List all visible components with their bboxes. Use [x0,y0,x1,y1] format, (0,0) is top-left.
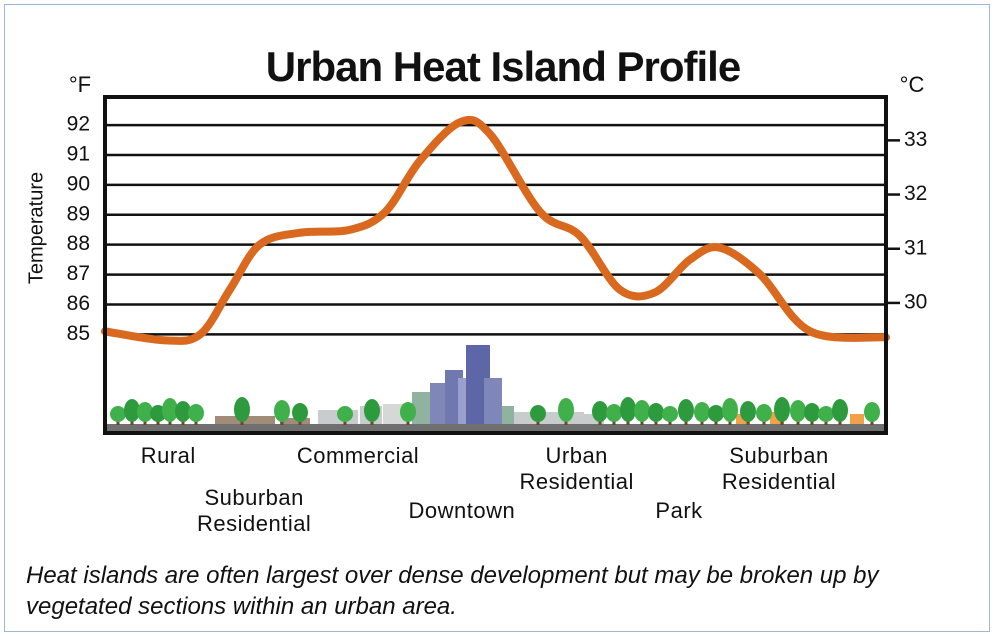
tree-crown [634,400,650,422]
tree-crown [722,398,738,422]
temperature-line [105,120,886,341]
tree-crown [110,406,126,422]
tree-crown [832,399,848,422]
y2-unit: °C [900,72,925,97]
plot [105,120,886,341]
y2-tick-label: 33 [904,128,927,151]
tree-crown [364,399,380,422]
tree-crown [694,402,710,422]
y-tick-label: 86 [67,292,90,315]
tree-crown [188,404,204,422]
tree-crown [774,397,790,422]
y-unit: °F [69,72,91,97]
tree-crown [292,403,308,422]
tree-crown [592,401,608,422]
zone-label: Urban Residential [512,443,642,495]
building [850,414,864,424]
y2-tick-label: 30 [904,290,927,313]
tree-crown [662,406,678,422]
building [502,406,514,424]
tree-crown [606,404,622,422]
building [484,378,502,424]
y-tick-label: 90 [67,172,90,195]
tree-crown [530,405,546,422]
chart-title: Urban Heat Island Profile [266,43,740,90]
tree-crown [620,397,636,422]
chart: Urban Heat Island Profile °F °C Temperat… [0,0,996,638]
tree-crown [740,401,756,422]
caption: Heat islands are often largest over dens… [26,560,976,622]
zone-label: Commercial [293,443,423,469]
zone-label: Rural [103,443,233,469]
y-tick-label: 92 [67,113,90,136]
tree-crown [756,404,772,422]
zone-label: Suburban Residential [714,443,844,495]
y2-tick-label: 32 [904,182,927,205]
y-tick-label: 89 [67,202,90,225]
tree-crown [790,400,806,422]
tree-crown [234,397,250,422]
tree-crown [804,403,820,422]
y-tick-label: 85 [67,322,90,345]
tree-crown [400,402,416,422]
tree-crown [678,399,694,422]
scenery [105,345,886,433]
y-axis-label: Temperature [25,172,47,284]
y-tick-label: 91 [67,143,90,166]
zone-label: Downtown [397,498,527,524]
tree-crown [558,398,574,422]
y-tick-label: 88 [67,232,90,255]
zone-label: Suburban Residential [189,485,319,537]
tree-crown [648,403,664,422]
tree-crown [337,406,353,422]
tree-crown [818,406,834,422]
page: {"chart_data": { "type": "line", "title"… [0,0,996,638]
y-tick-label: 87 [67,262,90,285]
tree-crown [864,402,880,422]
y2-tick-label: 31 [904,236,927,259]
tree-crown [708,405,724,422]
tree-crown [274,400,290,422]
zone-label: Park [614,498,744,524]
